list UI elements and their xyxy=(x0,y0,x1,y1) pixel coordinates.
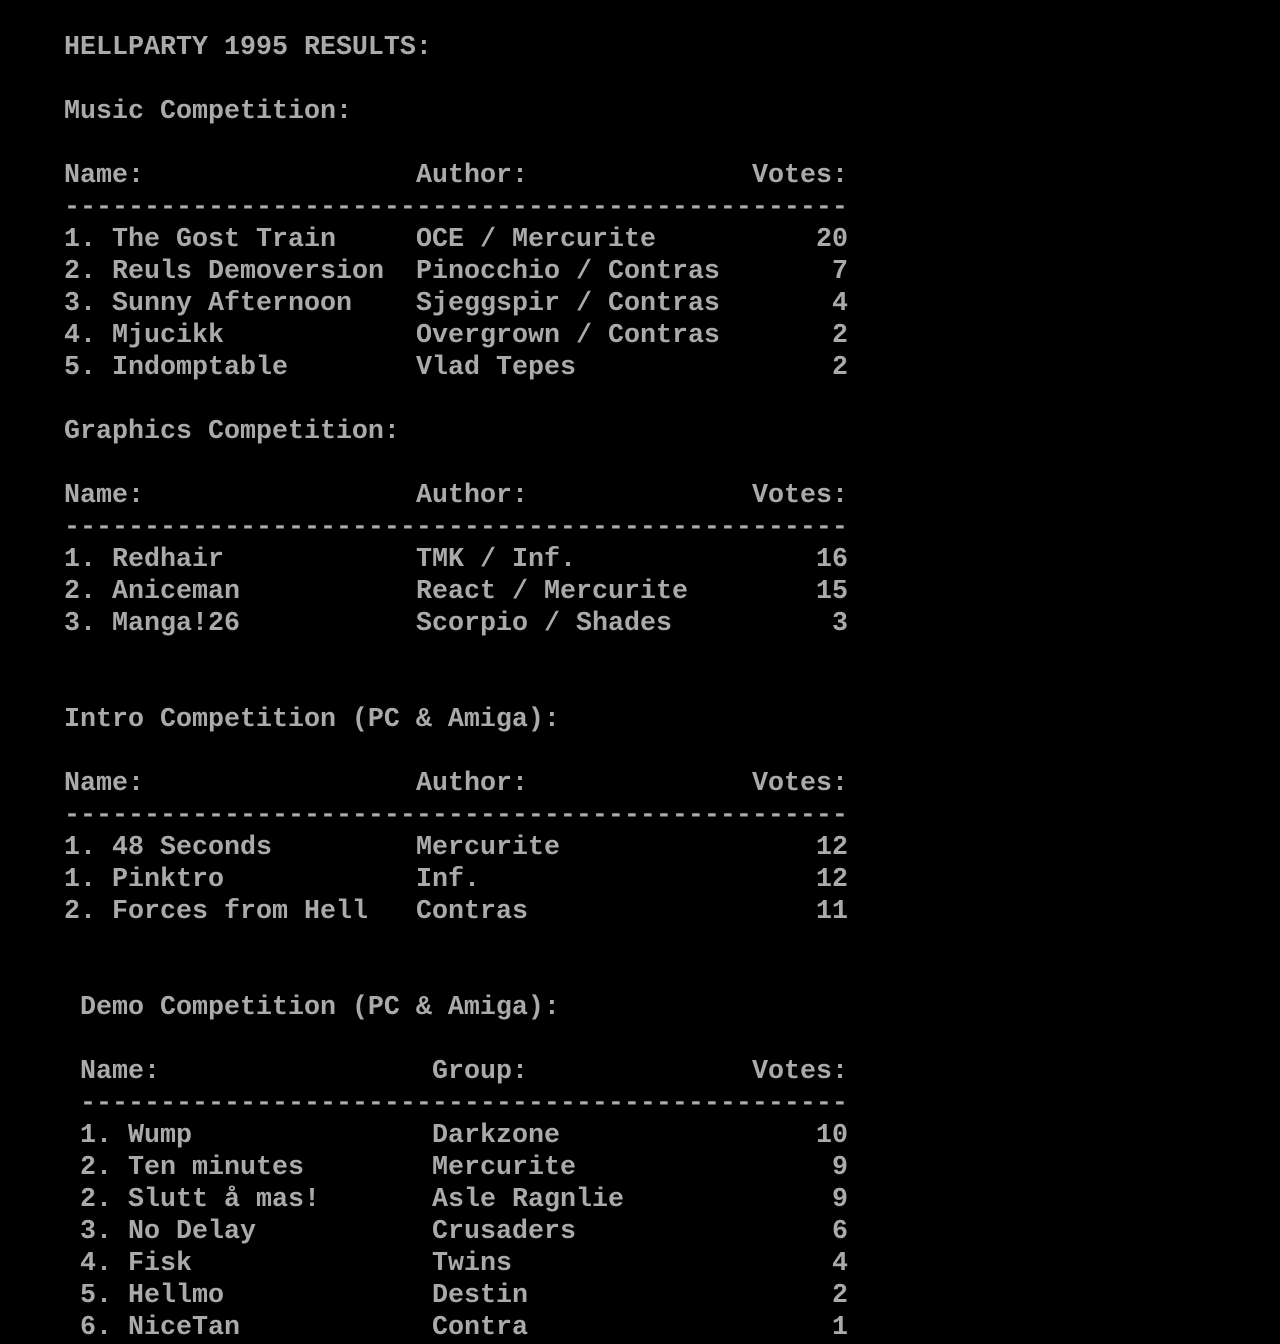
entry-rank: 1. xyxy=(64,865,96,895)
entry-votes: 16 xyxy=(816,545,848,575)
entry-rank: 5. xyxy=(80,1281,112,1311)
divider: ----------------------------------------… xyxy=(64,801,848,831)
entry-author: Destin xyxy=(432,1281,528,1311)
entry-votes: 12 xyxy=(816,833,848,863)
entry-name: Fisk xyxy=(128,1249,192,1279)
entry-author: Mercurite xyxy=(432,1153,576,1183)
entry-author: Crusaders xyxy=(432,1217,576,1247)
entry-rank: 3. xyxy=(64,609,96,639)
entry-name: Pinktro xyxy=(112,865,224,895)
entry-name: Mjucikk xyxy=(112,321,224,351)
entry-rank: 5. xyxy=(64,353,96,383)
section-title: Graphics Competition: xyxy=(64,417,400,447)
entry-name: Forces from Hell xyxy=(112,897,368,927)
entry-name: Hellmo xyxy=(128,1281,224,1311)
column-header-name: Name: xyxy=(80,1057,160,1087)
entry-votes: 7 xyxy=(832,257,848,287)
entry-rank: 2. xyxy=(64,257,96,287)
entry-rank: 3. xyxy=(80,1217,112,1247)
entry-votes: 10 xyxy=(816,1121,848,1151)
column-header-author: Author: xyxy=(416,481,528,511)
entry-votes: 3 xyxy=(832,609,848,639)
entry-rank: 1. xyxy=(64,545,96,575)
entry-author: React / Mercurite xyxy=(416,577,688,607)
entry-votes: 1 xyxy=(832,1313,848,1343)
entry-rank: 1. xyxy=(64,225,96,255)
entry-author: Scorpio / Shades xyxy=(416,609,672,639)
entry-name: Wump xyxy=(128,1121,192,1151)
column-header-name: Name: xyxy=(64,161,144,191)
entry-name: Sunny Afternoon xyxy=(112,289,352,319)
entry-votes: 11 xyxy=(816,897,848,927)
entry-author: Contra xyxy=(432,1313,528,1343)
entry-rank: 2. xyxy=(64,897,96,927)
divider: ----------------------------------------… xyxy=(80,1089,848,1119)
page-title: HELLPARTY 1995 RESULTS: xyxy=(64,33,432,63)
entry-author: Contras xyxy=(416,897,528,927)
divider: ----------------------------------------… xyxy=(64,513,848,543)
entry-rank: 2. xyxy=(64,577,96,607)
column-header-name: Name: xyxy=(64,769,144,799)
entry-votes: 2 xyxy=(832,1281,848,1311)
column-header-votes: Votes: xyxy=(752,769,848,799)
entry-rank: 1. xyxy=(80,1121,112,1151)
entry-name: No Delay xyxy=(128,1217,256,1247)
entry-votes: 9 xyxy=(832,1153,848,1183)
entry-name: Aniceman xyxy=(112,577,240,607)
column-header-votes: Votes: xyxy=(752,481,848,511)
entry-votes: 12 xyxy=(816,865,848,895)
section-title: Demo Competition (PC & Amiga): xyxy=(80,993,560,1023)
divider: ----------------------------------------… xyxy=(64,193,848,223)
entry-rank: 1. xyxy=(64,833,96,863)
entry-votes: 6 xyxy=(832,1217,848,1247)
entry-author: Darkzone xyxy=(432,1121,560,1151)
entry-rank: 4. xyxy=(80,1249,112,1279)
entry-name: Ten minutes xyxy=(128,1153,304,1183)
entry-name: Reuls Demoversion xyxy=(112,257,384,287)
entry-name: 48 Seconds xyxy=(112,833,272,863)
entry-votes: 20 xyxy=(816,225,848,255)
entry-name: Redhair xyxy=(112,545,224,575)
entry-rank: 2. xyxy=(80,1153,112,1183)
entry-votes: 9 xyxy=(832,1185,848,1215)
entry-name: Manga!26 xyxy=(112,609,240,639)
entry-name: Slutt å mas! xyxy=(128,1185,320,1215)
entry-name: Indomptable xyxy=(112,353,288,383)
column-header-votes: Votes: xyxy=(752,1057,848,1087)
entry-rank: 3. xyxy=(64,289,96,319)
entry-author: Asle Ragnlie xyxy=(432,1185,624,1215)
entry-author: Sjeggspir / Contras xyxy=(416,289,720,319)
entry-author: Pinocchio / Contras xyxy=(416,257,720,287)
entry-author: Inf. xyxy=(416,865,480,895)
column-header-author: Author: xyxy=(416,769,528,799)
entry-author: Overgrown / Contras xyxy=(416,321,720,351)
entry-rank: 4. xyxy=(64,321,96,351)
entry-name: The Gost Train xyxy=(112,225,336,255)
column-header-author: Author: xyxy=(416,161,528,191)
entry-author: Vlad Tepes xyxy=(416,353,576,383)
entry-rank: 2. xyxy=(80,1185,112,1215)
entry-author: Mercurite xyxy=(416,833,560,863)
entry-votes: 2 xyxy=(832,353,848,383)
entry-votes: 4 xyxy=(832,1249,848,1279)
column-header-votes: Votes: xyxy=(752,161,848,191)
entry-name: NiceTan xyxy=(128,1313,240,1343)
entry-author: Twins xyxy=(432,1249,512,1279)
column-header-author: Group: xyxy=(432,1057,528,1087)
entry-rank: 6. xyxy=(80,1313,112,1343)
section-title: Music Competition: xyxy=(64,97,352,127)
entry-votes: 4 xyxy=(832,289,848,319)
section-title: Intro Competition (PC & Amiga): xyxy=(64,705,560,735)
column-header-name: Name: xyxy=(64,481,144,511)
entry-votes: 2 xyxy=(832,321,848,351)
entry-author: TMK / Inf. xyxy=(416,545,576,575)
entry-votes: 15 xyxy=(816,577,848,607)
entry-author: OCE / Mercurite xyxy=(416,225,656,255)
